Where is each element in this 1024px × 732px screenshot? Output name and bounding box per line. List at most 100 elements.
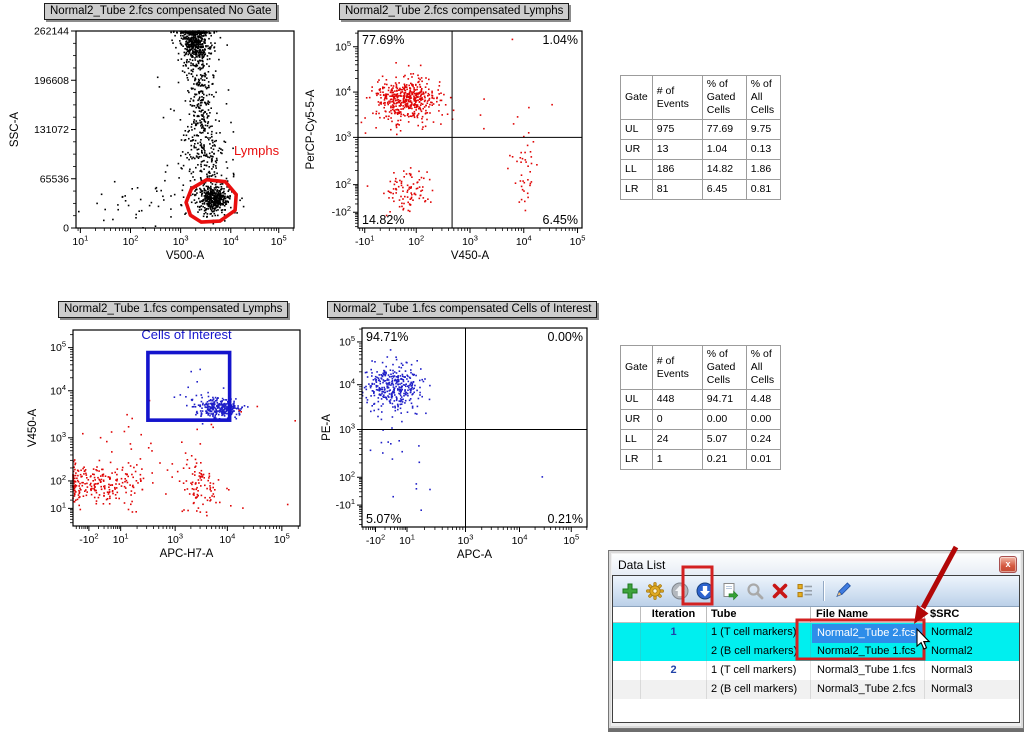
svg-text:102: 102 bbox=[50, 473, 66, 488]
export-file-icon[interactable] bbox=[717, 579, 742, 603]
cell-tube: 2 (B cell markers) bbox=[707, 642, 811, 661]
stats-cell: 975 bbox=[651, 119, 703, 140]
plot-panel-cells-quad: Normal2_Tube 1.fcs compensated Cells of … bbox=[318, 296, 618, 586]
stats-row: LL 186 14.82 1.86 bbox=[620, 159, 781, 180]
data-list-column-headers: Iteration Tube File Name $SRC bbox=[613, 607, 1019, 623]
cell-file-name[interactable]: Normal2_Tube 1.fcs bbox=[811, 642, 925, 661]
cell-src: Normal2 bbox=[931, 645, 973, 657]
scatter-points bbox=[366, 167, 434, 217]
scatter-plot-cells-quad: 94.71% 0.00% 5.07% 0.21% -102 101 103 104 105 -10… bbox=[321, 327, 588, 561]
scatter-points bbox=[190, 368, 225, 406]
svg-text:105: 105 bbox=[339, 334, 355, 349]
stats-row: LL 24 5.07 0.24 bbox=[620, 429, 781, 450]
column-header-iteration[interactable]: Iteration bbox=[641, 607, 707, 622]
data-list-titlebar[interactable]: Data List x bbox=[612, 554, 1020, 575]
stats-row: LR 81 6.45 0.81 bbox=[620, 179, 781, 200]
svg-text:102: 102 bbox=[335, 177, 351, 192]
data-list-row[interactable]: 2 (B cell markers) Normal2_Tube 1.fcs Norm… bbox=[613, 642, 1019, 661]
svg-text:262144: 262144 bbox=[34, 26, 69, 38]
svg-text:103: 103 bbox=[173, 234, 189, 249]
add-icon[interactable] bbox=[617, 579, 642, 603]
scatter-plot-cells-gate: Cells of Interest -102 101 103 104 105 101 102 1… bbox=[27, 327, 301, 560]
stats-column-header: % of Gated Cells bbox=[701, 75, 747, 120]
cell-src: Normal3 bbox=[931, 664, 973, 676]
scatter-points bbox=[78, 179, 205, 229]
stats-cell: 13 bbox=[651, 139, 703, 160]
close-icon[interactable]: x bbox=[999, 556, 1017, 573]
svg-text:103: 103 bbox=[167, 532, 183, 547]
stats-cell: 1.04 bbox=[701, 139, 747, 160]
svg-text:-102: -102 bbox=[332, 204, 351, 219]
edit-pencil-icon[interactable] bbox=[829, 579, 854, 603]
y-axis-label: SSC-A bbox=[9, 112, 21, 147]
svg-text:105: 105 bbox=[563, 533, 579, 548]
data-list-toolbar bbox=[613, 576, 1019, 607]
stats-cell: 0 bbox=[651, 409, 703, 430]
plot-title: Normal2_Tube 2.fcs compensated Lymphs bbox=[339, 3, 570, 20]
selected-file-name[interactable]: Normal2_Tube 2.fcs bbox=[812, 624, 924, 643]
move-up-icon[interactable] bbox=[667, 579, 692, 603]
scatter-points bbox=[541, 476, 544, 478]
column-header-file-name[interactable]: File Name bbox=[811, 607, 925, 622]
sort-options-icon[interactable] bbox=[792, 579, 817, 603]
svg-text:103: 103 bbox=[335, 129, 351, 144]
gate-lymphs[interactable]: Lymphs bbox=[184, 143, 280, 224]
svg-text:104: 104 bbox=[50, 383, 66, 398]
stats-column-header: % of All Cells bbox=[745, 75, 781, 120]
quadrant-percent-label: 94.71% bbox=[366, 330, 408, 344]
scatter-points bbox=[154, 44, 235, 227]
stats-cell: UL bbox=[620, 119, 653, 140]
stats-row: UL 448 94.71 4.48 bbox=[620, 389, 781, 410]
cell-file-name[interactable]: Normal3_Tube 1.fcs bbox=[811, 661, 925, 680]
quadrant-percent-label: 0.21% bbox=[548, 512, 583, 526]
cell-file-name[interactable]: Normal3_Tube 2.fcs bbox=[811, 680, 925, 699]
scatter-points bbox=[72, 458, 161, 507]
stats-cell: 24 bbox=[651, 429, 703, 450]
quadrant-percent-label: 14.82% bbox=[362, 213, 404, 227]
svg-text:0: 0 bbox=[63, 223, 69, 235]
cell-iteration: 1 bbox=[641, 623, 707, 642]
stats-column-header: Gate bbox=[620, 345, 653, 390]
svg-text:-101: -101 bbox=[355, 234, 374, 249]
cell-tube: 1 (T cell markers) bbox=[707, 661, 811, 680]
cell bbox=[613, 661, 641, 680]
plot-title: Normal2_Tube 1.fcs compensated Cells of … bbox=[327, 301, 598, 318]
cell-file-name[interactable]: Normal2_Tube 2.fcs bbox=[811, 623, 925, 643]
svg-text:196608: 196608 bbox=[34, 75, 69, 87]
data-list-window: Data List x bbox=[608, 550, 1024, 729]
column-header-tube[interactable]: Tube bbox=[707, 607, 811, 622]
cell-iteration: 2 bbox=[641, 661, 707, 680]
cell bbox=[613, 642, 641, 661]
scatter-points bbox=[483, 38, 553, 181]
plot-panel-lymphs-quad: Normal2_Tube 2.fcs compensated Lymphs 77… bbox=[296, 0, 614, 278]
stats-cell: 186 bbox=[651, 159, 703, 180]
data-list-row[interactable]: 2 (B cell markers) Normal3_Tube 2.fcs Norm… bbox=[613, 680, 1019, 699]
gate-label: Cells of Interest bbox=[141, 327, 232, 342]
stats-row: LR 1 0.21 0.01 bbox=[620, 449, 781, 470]
cell-src: Normal2 bbox=[931, 626, 973, 638]
stats-cell: UR bbox=[620, 139, 653, 160]
scatter-points bbox=[190, 396, 249, 420]
stats-cell: 5.07 bbox=[701, 429, 747, 450]
move-down-icon[interactable] bbox=[692, 579, 717, 603]
delete-icon[interactable] bbox=[767, 579, 792, 603]
scatter-points bbox=[369, 440, 421, 464]
scatter-plot-lymphs-quad: 77.69% 1.04% 14.82% 6.45% -101 102 103 104 105 -1… bbox=[305, 30, 585, 262]
stats-cell: 0.81 bbox=[745, 179, 781, 200]
settings-gear-icon[interactable] bbox=[642, 579, 667, 603]
data-list-title: Data List bbox=[618, 557, 666, 572]
column-header--src[interactable]: $SRC bbox=[930, 608, 960, 620]
svg-text:105: 105 bbox=[335, 39, 351, 54]
search-icon[interactable] bbox=[742, 579, 767, 603]
stats-cell: 6.45 bbox=[701, 179, 747, 200]
stats-table: Gate # of Events% of Gated Cells% of All … bbox=[620, 75, 781, 200]
svg-text:104: 104 bbox=[335, 84, 351, 99]
scatter-points bbox=[507, 116, 538, 212]
stats-cell: 448 bbox=[651, 389, 703, 410]
svg-text:-101: -101 bbox=[336, 497, 355, 512]
svg-text:104: 104 bbox=[223, 234, 239, 249]
